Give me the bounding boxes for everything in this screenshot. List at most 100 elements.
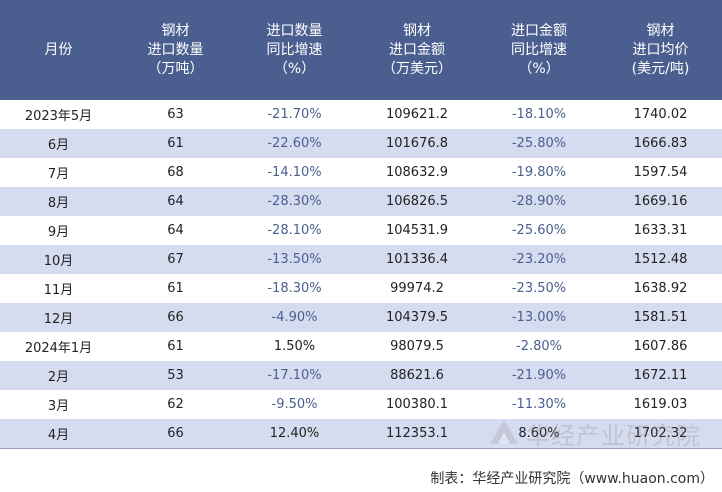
header-line: 进口数量 — [266, 22, 323, 39]
value-cell: -18.10% — [479, 100, 599, 129]
table-row: 10月 67 -13.50% 101336.4 -23.20% 1512.48 — [0, 245, 722, 274]
month-cell: 8月 — [0, 187, 117, 216]
header-line: 钢材 — [161, 22, 190, 39]
value-cell: 1638.92 — [599, 274, 722, 303]
value-cell: -28.10% — [234, 216, 355, 245]
value-cell: -14.10% — [234, 158, 355, 187]
month-cell: 2023年5月 — [0, 100, 117, 129]
import-table-container: 月份 钢材 进口数量 （万吨） 进口数量 同比增速 （%） 钢材 进口金额 （万美元） 进口金额 同比… — [0, 0, 722, 449]
column-header: 钢材进口均价 (美元/吨) — [599, 0, 722, 100]
table-row: 3月 62 -9.50% 100380.1 -11.30% 1619.03 — [0, 390, 722, 419]
table-row: 2023年5月 63 -21.70% 109621.2 -18.10% 1740.02 — [0, 100, 722, 129]
value-cell: 1740.02 — [599, 100, 722, 129]
value-cell: 66 — [117, 303, 234, 332]
value-cell: 109621.2 — [355, 100, 479, 129]
value-cell: 101676.8 — [355, 129, 479, 158]
value-cell: 1619.03 — [599, 390, 722, 419]
value-cell: 112353.1 — [355, 419, 479, 449]
value-cell: 1597.54 — [599, 158, 722, 187]
steel-import-table: 月份 钢材 进口数量 （万吨） 进口数量 同比增速 （%） 钢材 进口金额 （万美元） 进口金额 同比… — [0, 0, 722, 449]
value-cell: 1512.48 — [599, 245, 722, 274]
header-line: （万美元） — [382, 60, 452, 77]
value-cell: -2.80% — [479, 332, 599, 361]
value-cell: 66 — [117, 419, 234, 449]
value-cell: 68 — [117, 158, 234, 187]
header-line: 进口金额 — [389, 41, 445, 58]
month-cell: 10月 — [0, 245, 117, 274]
table-row: 9月 64 -28.10% 104531.9 -25.60% 1633.31 — [0, 216, 722, 245]
value-cell: -22.60% — [234, 129, 355, 158]
table-row: 8月 64 -28.30% 106826.5 -28.90% 1669.16 — [0, 187, 722, 216]
header-line: 进口数量 — [147, 41, 204, 58]
value-cell: 64 — [117, 216, 234, 245]
header-line: 月份 — [44, 41, 73, 58]
month-cell: 2024年1月 — [0, 332, 117, 361]
value-cell: -28.30% — [234, 187, 355, 216]
value-cell: 1607.86 — [599, 332, 722, 361]
value-cell: -25.60% — [479, 216, 599, 245]
value-cell: -9.50% — [234, 390, 355, 419]
header-line: （万吨） — [147, 60, 204, 77]
value-cell: 106826.5 — [355, 187, 479, 216]
value-cell: -23.50% — [479, 274, 599, 303]
value-cell: 61 — [117, 332, 234, 361]
table-row: 7月 68 -14.10% 108632.9 -19.80% 1597.54 — [0, 158, 722, 187]
value-cell: 12.40% — [234, 419, 355, 449]
value-cell: -11.30% — [479, 390, 599, 419]
column-header: 进口金额 同比增速 （%） — [479, 0, 599, 100]
value-cell: -23.20% — [479, 245, 599, 274]
value-cell: 99974.2 — [355, 274, 479, 303]
value-cell: -28.90% — [479, 187, 599, 216]
table-row: 2月 53 -17.10% 88621.6 -21.90% 1672.11 — [0, 361, 722, 390]
header-line: 同比增速 — [266, 41, 323, 58]
value-cell: 1581.51 — [599, 303, 722, 332]
value-cell: 1669.16 — [599, 187, 722, 216]
value-cell: 8.60% — [479, 419, 599, 449]
column-header: 进口数量同比增速 （%） — [234, 0, 355, 100]
header-line: (美元/吨) — [631, 60, 690, 77]
value-cell: 104531.9 — [355, 216, 479, 245]
column-header: 月份 — [0, 0, 117, 100]
month-cell: 11月 — [0, 274, 117, 303]
value-cell: 61 — [117, 274, 234, 303]
value-cell: 100380.1 — [355, 390, 479, 419]
value-cell: 64 — [117, 187, 234, 216]
month-cell: 4月 — [0, 419, 117, 449]
value-cell: -13.00% — [479, 303, 599, 332]
value-cell: -4.90% — [234, 303, 355, 332]
value-cell: 67 — [117, 245, 234, 274]
header-line: 钢材 — [403, 22, 431, 39]
value-cell: 1.50% — [234, 332, 355, 361]
table-body: 2023年5月 63 -21.70% 109621.2 -18.10% 1740.02 6月… — [0, 100, 722, 449]
header-row: 月份 钢材 进口数量 （万吨） 进口数量 同比增速 （%） 钢材 进口金额 （万美元） 进口金额 同比… — [0, 0, 722, 100]
header-line: 进口金额 — [511, 22, 567, 39]
value-cell: 62 — [117, 390, 234, 419]
header-line: 钢材 — [646, 22, 675, 39]
source-credit: 制表：华经产业研究院（www.huaon.com） — [430, 471, 714, 487]
month-cell: 7月 — [0, 158, 117, 187]
value-cell: 61 — [117, 129, 234, 158]
value-cell: 63 — [117, 100, 234, 129]
column-header: 钢材进口金额 （万美元） — [355, 0, 479, 100]
table-row: 11月 61 -18.30% 99974.2 -23.50% 1638.92 — [0, 274, 722, 303]
value-cell: -17.10% — [234, 361, 355, 390]
footer: 制表：华经产业研究院（www.huaon.com） — [0, 462, 722, 492]
value-cell: -21.70% — [234, 100, 355, 129]
value-cell: 1672.11 — [599, 361, 722, 390]
header-line: （%） — [273, 60, 316, 77]
value-cell: 1702.32 — [599, 419, 722, 449]
value-cell: 1666.83 — [599, 129, 722, 158]
header-line: 进口均价 — [632, 41, 689, 58]
value-cell: 98079.5 — [355, 332, 479, 361]
value-cell: 104379.5 — [355, 303, 479, 332]
value-cell: 1633.31 — [599, 216, 722, 245]
header-line: （%） — [518, 60, 560, 77]
month-cell: 9月 — [0, 216, 117, 245]
month-cell: 2月 — [0, 361, 117, 390]
column-header: 钢材进口数量 （万吨） — [117, 0, 234, 100]
month-cell: 12月 — [0, 303, 117, 332]
table-row: 6月 61 -22.60% 101676.8 -25.80% 1666.83 — [0, 129, 722, 158]
table-row: 2024年1月 61 1.50% 98079.5 -2.80% 1607.86 — [0, 332, 722, 361]
value-cell: 88621.6 — [355, 361, 479, 390]
table-row: 4月 66 12.40% 112353.1 8.60% 1702.32 — [0, 419, 722, 449]
